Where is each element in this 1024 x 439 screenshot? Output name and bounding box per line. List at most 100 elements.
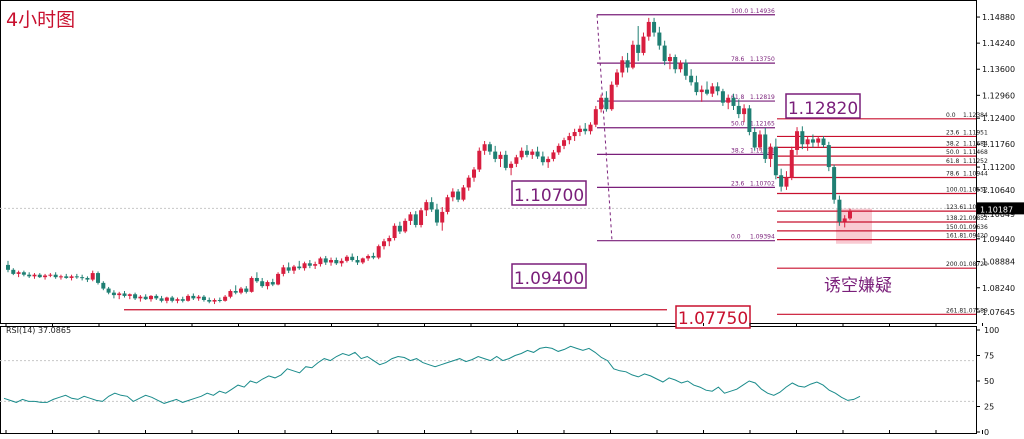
- candle-body: [159, 298, 164, 301]
- fib-lower-level: 78.6: [946, 171, 960, 178]
- candle: [450, 188, 455, 202]
- candle-body: [212, 299, 217, 302]
- candle-body: [636, 44, 641, 53]
- candle: [339, 258, 344, 267]
- fib-lower-price: 1.10552: [963, 186, 988, 193]
- candle-body: [350, 256, 355, 261]
- candle-body: [614, 72, 619, 85]
- candle-body: [424, 202, 429, 211]
- candle-body: [577, 128, 582, 133]
- candle-body: [143, 296, 148, 300]
- candle: [355, 255, 360, 265]
- candle: [445, 194, 450, 215]
- candle: [440, 207, 445, 231]
- candle-body: [757, 134, 762, 148]
- candle-body: [297, 266, 302, 269]
- candle: [403, 218, 408, 234]
- candle-body: [429, 202, 434, 210]
- candle: [657, 26, 662, 50]
- candle-body: [609, 84, 614, 110]
- y-tick-label: 1.13600: [982, 65, 1015, 74]
- candle: [424, 199, 429, 216]
- candle: [58, 274, 63, 280]
- candle-body: [403, 220, 408, 232]
- candle-body: [572, 132, 577, 137]
- candle: [37, 273, 42, 278]
- candle-body: [302, 263, 307, 269]
- fib-upper-price: 1.11511: [750, 147, 775, 154]
- candle: [832, 164, 837, 204]
- candle: [48, 273, 53, 278]
- fib-lower-level: 61.8: [946, 158, 960, 165]
- candle: [556, 143, 561, 155]
- candle-body: [106, 288, 111, 293]
- candle: [509, 161, 514, 176]
- candle-body: [207, 299, 212, 302]
- candle: [101, 281, 106, 291]
- current-price-box: [977, 202, 1024, 215]
- candle-body: [842, 218, 847, 222]
- candle-body: [111, 292, 116, 296]
- candle: [593, 105, 598, 128]
- fib-lower-price: 1.11252: [963, 158, 988, 165]
- y-tick-label: 1.12400: [982, 114, 1015, 123]
- candle-body: [524, 150, 529, 155]
- candle-body: [736, 105, 741, 115]
- candle-body: [816, 138, 821, 143]
- candle-body: [562, 140, 567, 146]
- candle-body: [450, 191, 455, 198]
- candle: [784, 171, 789, 190]
- candle-body: [625, 60, 630, 68]
- y-tick-label: 1.14880: [982, 13, 1015, 22]
- candle-body: [344, 256, 349, 261]
- candle-body: [154, 295, 159, 299]
- candle-body: [667, 57, 672, 62]
- candle-body: [392, 225, 397, 239]
- candle: [419, 207, 424, 228]
- candle: [175, 297, 180, 304]
- candle-body: [599, 97, 604, 110]
- candle-body: [487, 144, 492, 152]
- candle: [286, 262, 291, 274]
- candle: [265, 280, 270, 290]
- candle: [577, 125, 582, 137]
- candle: [710, 83, 715, 97]
- candle: [757, 130, 762, 151]
- y-tick-label: 1.12960: [982, 91, 1015, 100]
- candle-body: [493, 151, 498, 159]
- candle-body: [186, 295, 191, 301]
- candle-body: [170, 297, 175, 301]
- candle-body: [720, 91, 725, 103]
- candle-body: [519, 150, 524, 158]
- y-tick-label: 1.07645: [982, 308, 1015, 317]
- candle: [64, 273, 69, 279]
- candle: [11, 268, 16, 276]
- candle-body: [779, 175, 784, 187]
- fib-upper-price: 1.09394: [750, 234, 775, 241]
- candle: [133, 292, 138, 300]
- candle: [212, 298, 217, 305]
- candle: [366, 254, 371, 261]
- candle: [837, 195, 842, 226]
- candle: [74, 273, 79, 279]
- candle: [773, 138, 778, 180]
- fib-lower-level: 138.2: [946, 215, 963, 222]
- candle: [329, 257, 334, 266]
- candle-body: [731, 97, 736, 106]
- candle-body: [699, 89, 704, 93]
- candle-body: [503, 154, 508, 168]
- candle: [795, 127, 800, 155]
- candle-body: [461, 187, 466, 200]
- candle-body: [440, 211, 445, 223]
- candle-body: [789, 149, 794, 178]
- candle-body: [641, 36, 646, 53]
- candle-body: [233, 291, 238, 293]
- candle-body: [773, 146, 778, 176]
- candle: [673, 54, 678, 74]
- fib-lower-price: 1.11951: [963, 129, 988, 136]
- chart-title: 4小时图: [6, 9, 75, 31]
- candle: [742, 104, 747, 123]
- candle: [816, 136, 821, 147]
- candle: [726, 94, 731, 110]
- candle-body: [763, 134, 768, 159]
